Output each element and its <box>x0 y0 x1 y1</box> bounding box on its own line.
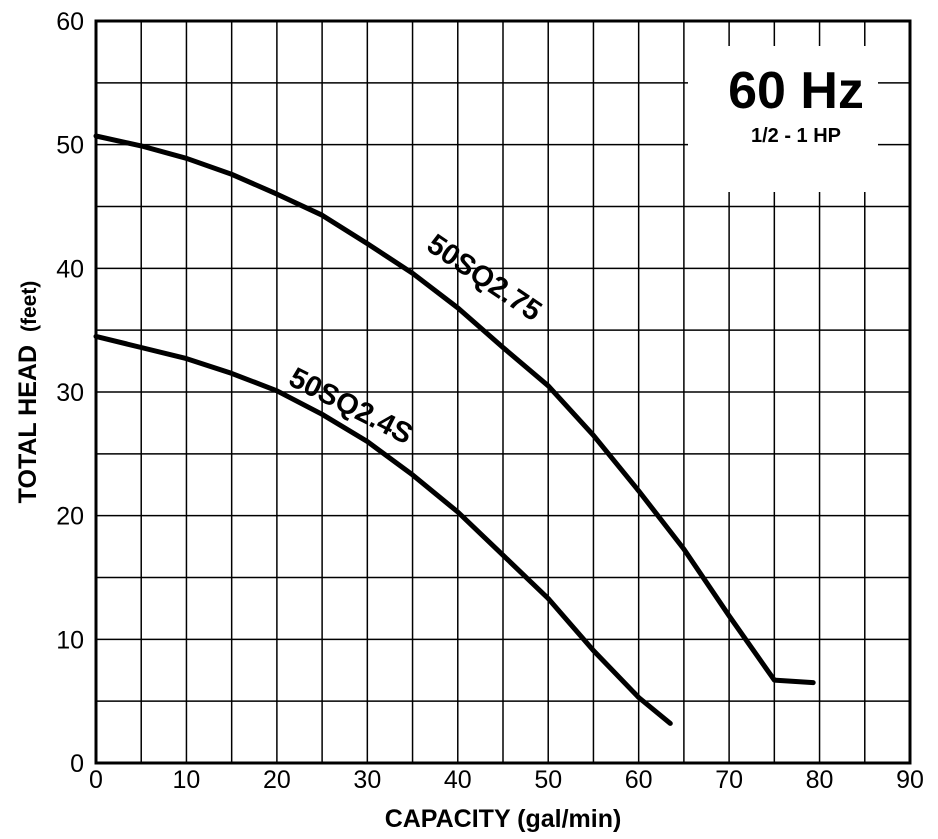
curve-50sq2-75 <box>93 133 816 686</box>
y-tick-label: 20 <box>56 503 84 531</box>
y-tick-label: 10 <box>56 626 84 654</box>
x-axis-title: CAPACITY (gal/min) <box>385 805 622 833</box>
y-axis-title: TOTAL HEAD (feet) <box>14 281 42 504</box>
x-tick-label: 50 <box>534 766 562 794</box>
y-tick-label: 60 <box>56 8 84 36</box>
x-tick-label: 70 <box>715 766 743 794</box>
y-axis-title-main: TOTAL HEAD <box>14 345 42 503</box>
y-tick-label: 40 <box>56 255 84 283</box>
x-tick-label: 30 <box>353 766 381 794</box>
y-axis-title-unit: (feet) <box>18 281 41 332</box>
x-tick-label: 20 <box>263 766 291 794</box>
x-tick-label: 10 <box>173 766 201 794</box>
series-label-50sq2-75: 50SQ2.75 <box>421 228 547 328</box>
plot-frame <box>94 19 912 765</box>
x-tick-label: 40 <box>444 766 472 794</box>
y-tick-label: 30 <box>56 379 84 407</box>
x-tick-label: 80 <box>806 766 834 794</box>
annotation-background <box>688 46 878 192</box>
x-tick-label: 90 <box>896 766 924 794</box>
curves <box>93 133 816 726</box>
frequency-label: 60 Hz <box>728 62 864 120</box>
horsepower-label: 1/2 - 1 HP <box>751 125 841 147</box>
curve-50sq2-4s <box>93 333 673 726</box>
y-tick-label: 0 <box>70 750 84 778</box>
grid <box>96 21 910 763</box>
y-tick-labels: 0 10 20 30 40 50 60 <box>56 8 84 778</box>
x-tick-labels: 0 10 20 30 40 50 60 70 80 90 <box>89 766 924 794</box>
y-tick-label: 50 <box>56 132 84 160</box>
x-tick-label: 0 <box>89 766 103 794</box>
x-tick-label: 60 <box>625 766 653 794</box>
